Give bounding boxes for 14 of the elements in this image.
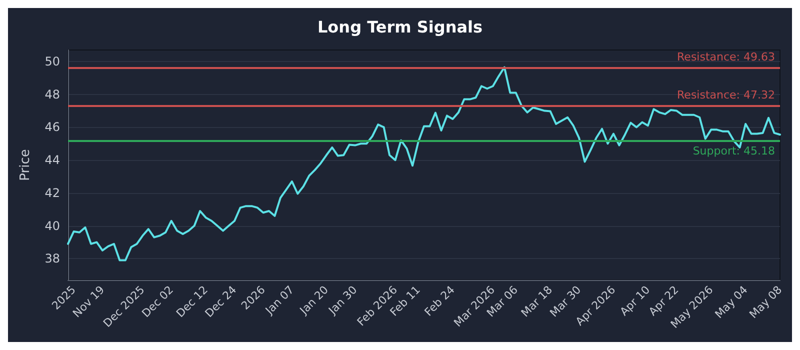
y-tick-label: 50 bbox=[44, 54, 60, 68]
y-tick-label: 42 bbox=[44, 186, 60, 200]
y-tick-label: 46 bbox=[44, 120, 60, 134]
y-tick-label: 38 bbox=[44, 252, 60, 266]
ref-line-label: Support: 45.18 bbox=[692, 144, 775, 158]
y-tick-label: 48 bbox=[44, 87, 60, 102]
y-axis-title: Price bbox=[18, 149, 33, 181]
x-tick-label: Feb 24 bbox=[422, 283, 458, 319]
ref-line-label: Resistance: 49.63 bbox=[677, 50, 775, 64]
line-series bbox=[67, 66, 781, 262]
chart-title: Long Term Signals bbox=[317, 18, 483, 36]
y-tick-label: 40 bbox=[44, 218, 60, 233]
ref-line-label: Resistance: 47.32 bbox=[677, 88, 775, 102]
y-tick-label: 44 bbox=[44, 153, 60, 168]
